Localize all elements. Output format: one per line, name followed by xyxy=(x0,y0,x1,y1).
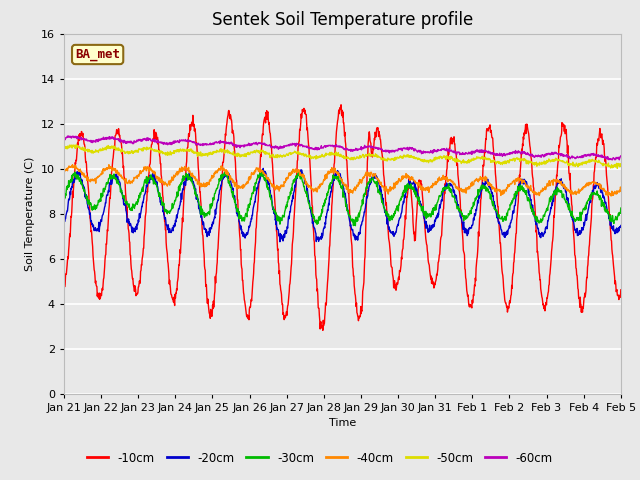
X-axis label: Time: Time xyxy=(329,418,356,428)
-60cm xyxy=(171,140,179,145)
-50cm xyxy=(184,148,192,154)
Line: -50cm: -50cm xyxy=(64,145,621,168)
-50cm xyxy=(72,142,80,148)
-60cm xyxy=(246,141,254,147)
-50cm xyxy=(60,144,68,149)
-20cm xyxy=(429,224,437,230)
Legend: -10cm, -20cm, -30cm, -40cm, -50cm, -60cm: -10cm, -20cm, -30cm, -40cm, -50cm, -60cm xyxy=(83,447,557,469)
-30cm xyxy=(259,169,267,175)
-20cm xyxy=(502,229,510,235)
-20cm xyxy=(276,239,284,245)
Line: -20cm: -20cm xyxy=(64,168,621,242)
-10cm xyxy=(170,300,178,305)
-50cm xyxy=(171,150,179,156)
-20cm xyxy=(184,172,191,178)
Text: BA_met: BA_met xyxy=(75,48,120,61)
-10cm xyxy=(502,302,510,308)
-30cm xyxy=(246,202,254,208)
Line: -60cm: -60cm xyxy=(64,136,621,160)
-50cm xyxy=(617,162,625,168)
-40cm xyxy=(551,178,559,183)
-30cm xyxy=(429,204,437,210)
-40cm xyxy=(171,174,179,180)
-30cm xyxy=(552,191,559,197)
-10cm xyxy=(246,304,254,310)
-40cm xyxy=(502,188,509,193)
-40cm xyxy=(60,168,68,174)
-50cm xyxy=(429,157,437,163)
-40cm xyxy=(617,185,625,191)
-60cm xyxy=(609,157,616,163)
-50cm xyxy=(551,156,559,162)
-20cm xyxy=(246,222,254,228)
-30cm xyxy=(184,177,191,183)
-60cm xyxy=(429,150,437,156)
-10cm xyxy=(337,102,345,108)
-30cm xyxy=(351,223,359,228)
-20cm xyxy=(170,224,178,230)
-60cm xyxy=(184,138,192,144)
-10cm xyxy=(319,327,326,333)
-30cm xyxy=(60,197,68,203)
-40cm xyxy=(246,175,254,181)
-10cm xyxy=(429,279,437,285)
-20cm xyxy=(259,166,267,171)
-20cm xyxy=(552,187,559,192)
Line: -10cm: -10cm xyxy=(64,105,621,330)
-30cm xyxy=(502,216,510,221)
-40cm xyxy=(429,182,437,188)
-60cm xyxy=(65,133,72,139)
-60cm xyxy=(502,152,509,158)
-30cm xyxy=(617,205,625,211)
Title: Sentek Soil Temperature profile: Sentek Soil Temperature profile xyxy=(212,11,473,29)
-40cm xyxy=(184,168,192,174)
-60cm xyxy=(60,135,68,141)
-50cm xyxy=(614,166,621,171)
-20cm xyxy=(60,220,68,226)
Line: -40cm: -40cm xyxy=(64,165,621,196)
-40cm xyxy=(105,162,113,168)
-50cm xyxy=(246,149,254,155)
-40cm xyxy=(607,193,615,199)
Line: -30cm: -30cm xyxy=(64,172,621,226)
-20cm xyxy=(617,223,625,228)
-60cm xyxy=(551,150,559,156)
-10cm xyxy=(552,192,559,198)
-10cm xyxy=(60,287,68,292)
-50cm xyxy=(502,160,509,166)
-30cm xyxy=(170,201,178,206)
-10cm xyxy=(617,287,625,293)
Y-axis label: Soil Temperature (C): Soil Temperature (C) xyxy=(26,156,35,271)
-60cm xyxy=(617,153,625,159)
-10cm xyxy=(184,144,191,150)
